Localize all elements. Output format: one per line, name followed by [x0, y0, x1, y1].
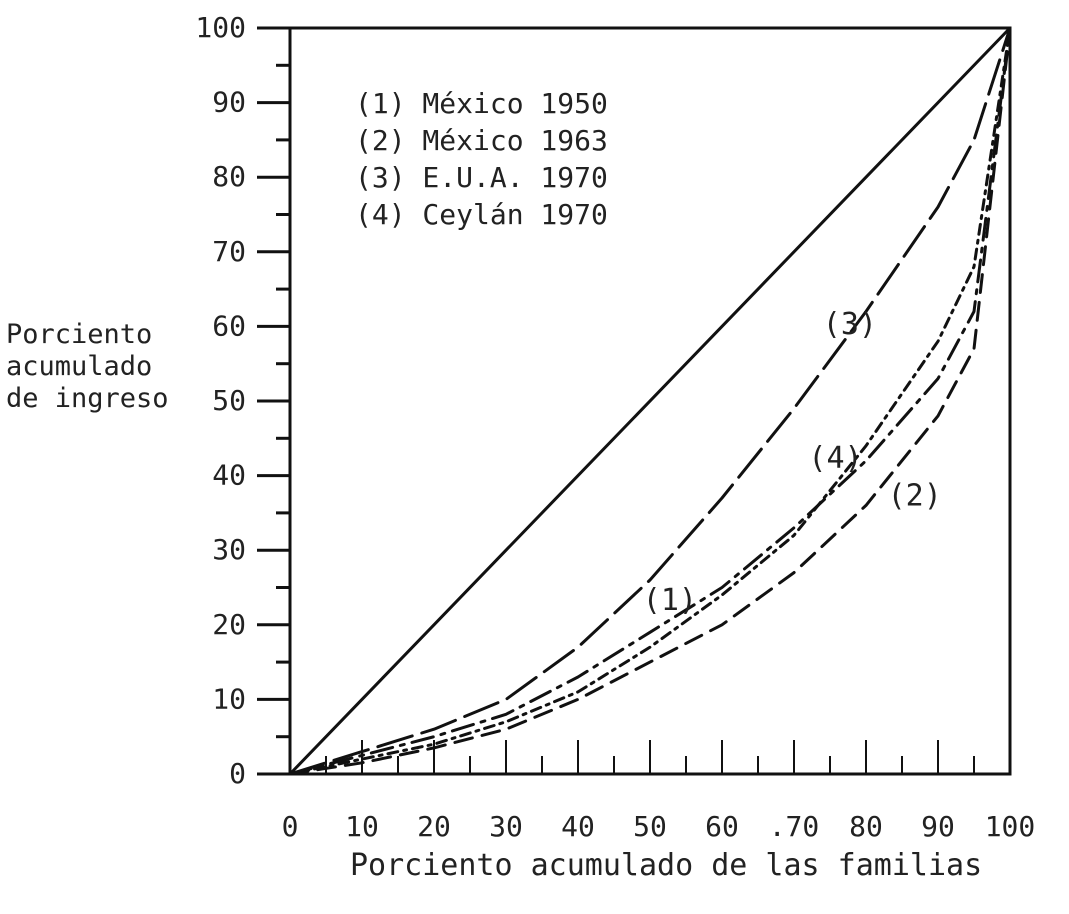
y-tick-label: 60 — [212, 309, 246, 342]
legend: (1) México 1950 (2) México 1963 (3) E.U.A.… — [355, 87, 608, 231]
y-tick-label: 10 — [212, 682, 246, 715]
legend-entry: (1) México 1950 — [355, 87, 608, 120]
curve-label: (1) — [643, 583, 697, 618]
x-tick-label: 20 — [417, 810, 451, 843]
y-tick-label: 40 — [212, 459, 246, 492]
series-line — [288, 26, 1012, 776]
y-axis-label-line: de ingreso — [6, 383, 169, 414]
x-axis-label: Porciento acumulado de las familias — [350, 848, 982, 883]
y-tick-label: 50 — [212, 384, 246, 417]
y-axis-ticks: 0 10 20 30 40 50 60 70 80 90 100 — [195, 11, 290, 790]
equality-diagonal — [288, 26, 1012, 776]
series-curves — [288, 26, 1012, 776]
x-tick-label: 40 — [561, 810, 595, 843]
y-tick-label: 30 — [212, 533, 246, 566]
curve-label: (2) — [888, 478, 942, 513]
x-tick-label: 50 — [633, 810, 667, 843]
x-tick-label: 0 — [282, 810, 299, 843]
x-tick-label: 90 — [921, 810, 955, 843]
y-tick-label: 100 — [195, 11, 246, 44]
equality-line — [288, 26, 1012, 776]
y-tick-label: 90 — [212, 86, 246, 119]
series-line — [288, 26, 1012, 776]
x-tick-label: 100 — [985, 810, 1036, 843]
x-tick-label: 80 — [849, 810, 883, 843]
x-tick-label: 30 — [489, 810, 523, 843]
series-line — [288, 26, 1012, 776]
curve-label: (4) — [808, 441, 862, 476]
curve-label: (3) — [823, 307, 877, 342]
y-tick-label: 70 — [212, 235, 246, 268]
y-tick-label: 80 — [212, 160, 246, 193]
x-tick-label: 10 — [345, 810, 379, 843]
y-tick-label: 0 — [229, 757, 246, 790]
series-line — [288, 26, 1012, 776]
y-tick-label: 20 — [212, 608, 246, 641]
x-tick-label: 60 — [705, 810, 739, 843]
plot-frame — [288, 26, 1012, 776]
y-axis-label-line: acumulado — [6, 351, 152, 382]
y-axis-label-line: Porciento — [6, 319, 152, 350]
legend-entry: (3) E.U.A. 1970 — [355, 161, 608, 194]
legend-entry: (2) México 1963 — [355, 124, 608, 157]
x-tick-label: .70 — [769, 810, 820, 843]
legend-entry: (4) Ceylán 1970 — [355, 198, 608, 231]
curve-labels: (1) (2) (3) (4) — [643, 307, 942, 618]
x-axis-ticks: 0 10 20 30 40 50 60 .70 80 90 100 — [282, 740, 1036, 843]
